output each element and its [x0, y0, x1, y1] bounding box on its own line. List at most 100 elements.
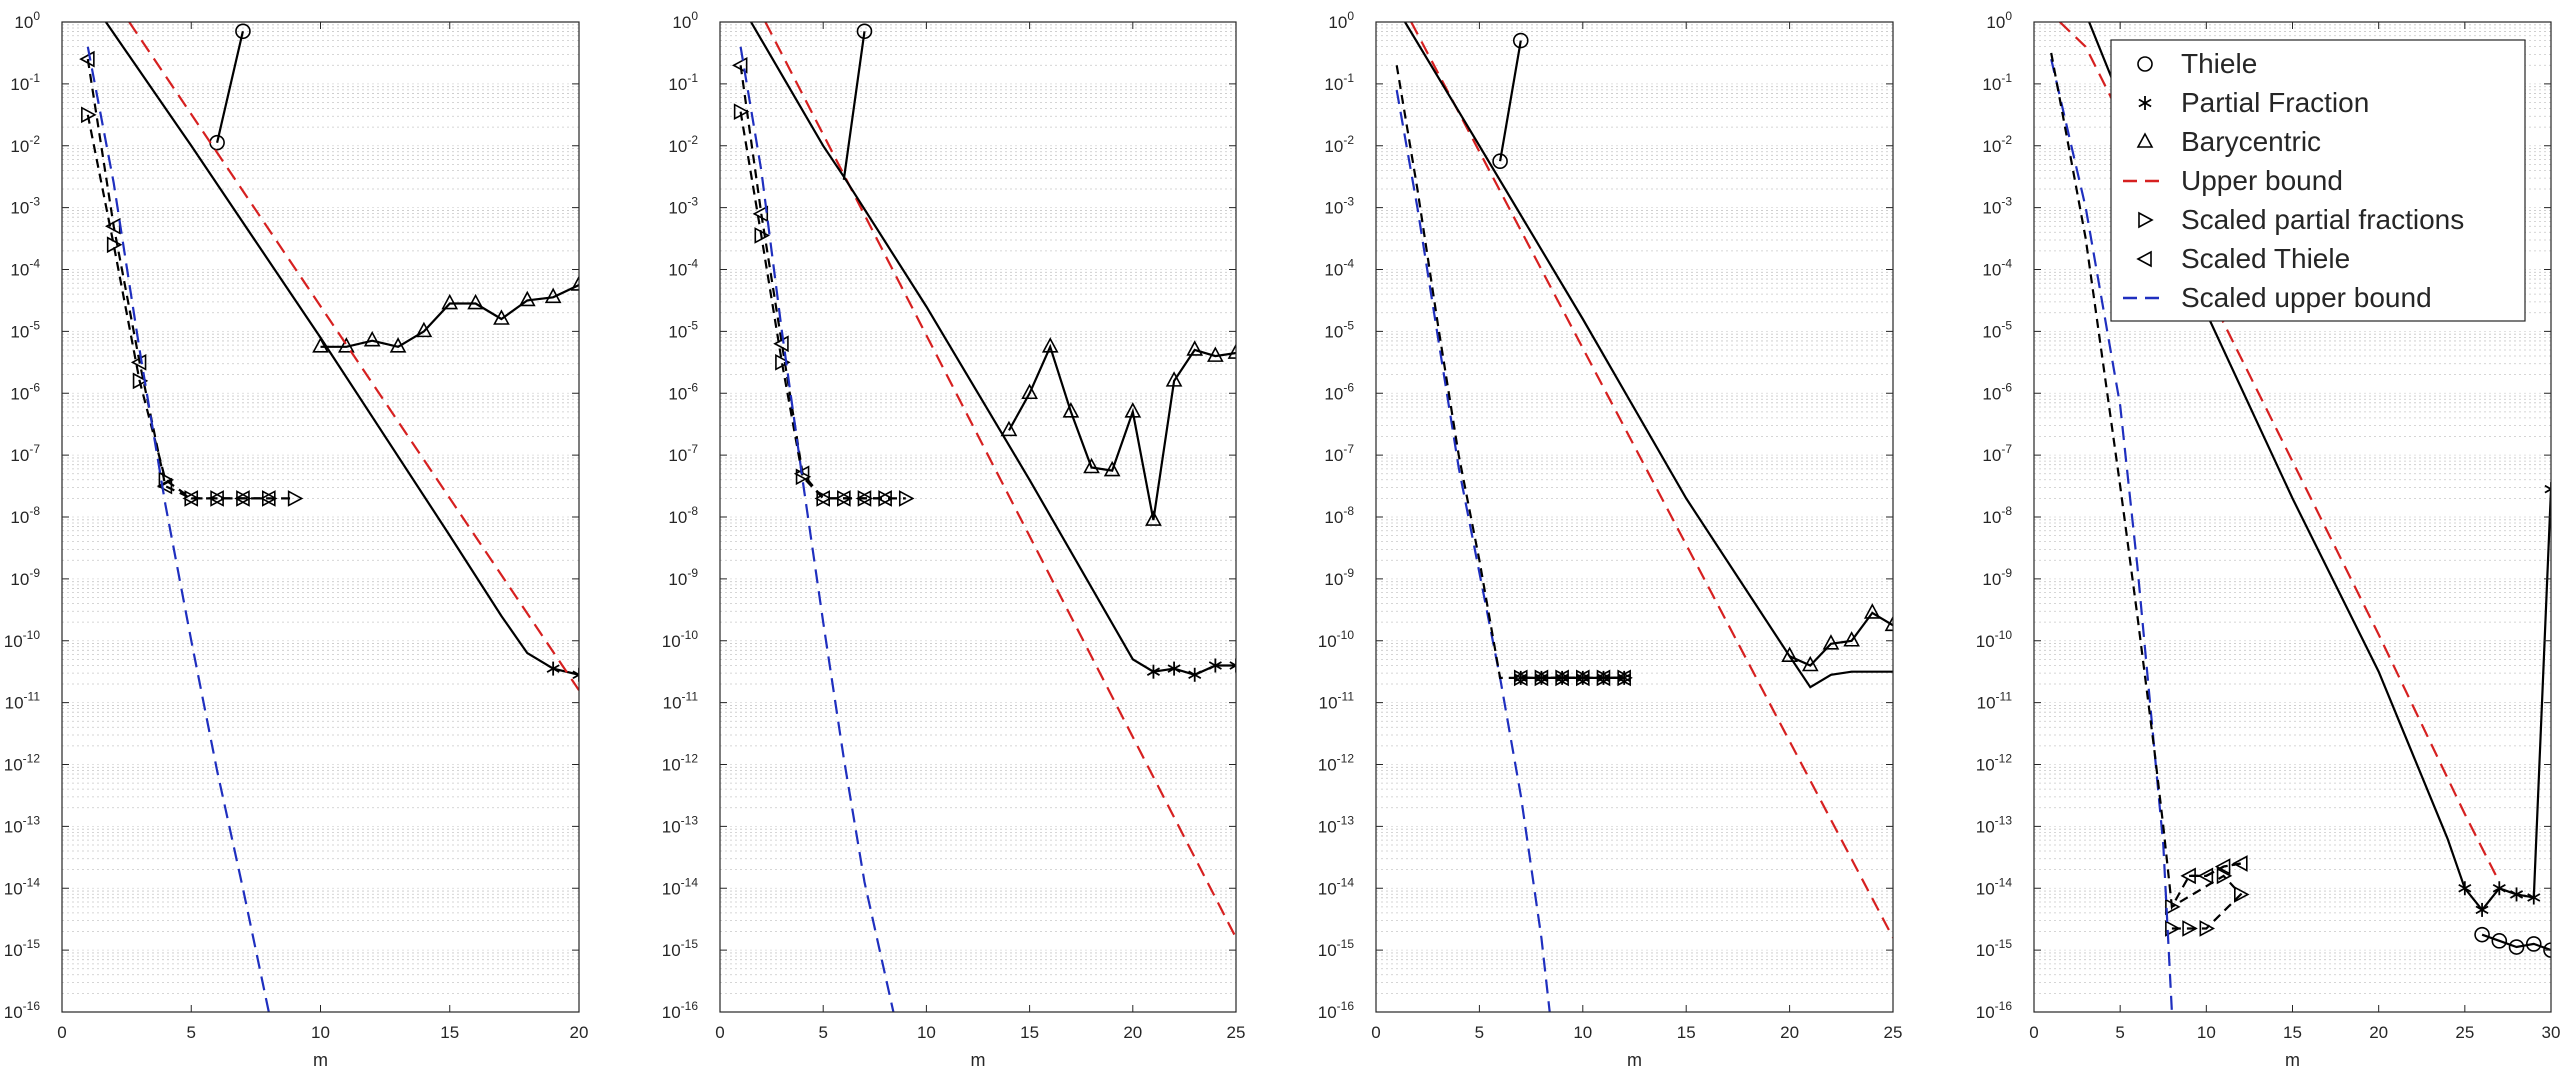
series-group	[731, 22, 1236, 1012]
y-tick-label: 10-7	[10, 442, 40, 465]
x-tick-label: 10	[2197, 1023, 2216, 1042]
y-tick-label: 10-12	[4, 752, 41, 775]
legend-marker	[2136, 250, 2152, 268]
y-tick-label: 100	[1986, 9, 2012, 32]
legend-marker	[2136, 132, 2154, 148]
y-tick-label: 10-14	[1976, 875, 2013, 898]
y-tick-label: 100	[14, 9, 40, 32]
data-point	[1863, 603, 1881, 619]
data-point	[363, 330, 381, 347]
panels: 10-1610-1510-1410-1310-1210-1110-1010-91…	[4, 9, 2561, 1070]
y-tick-label: 10-6	[10, 380, 40, 403]
data-point	[1843, 631, 1860, 647]
data-point	[1167, 661, 1181, 676]
series-line	[1008, 343, 1236, 521]
curve-series	[750, 22, 1154, 673]
data-point	[1062, 402, 1080, 418]
data-point	[130, 353, 147, 371]
data-point	[493, 309, 510, 325]
x-tick-label: 0	[1371, 1023, 1380, 1042]
barycentric-series	[312, 275, 579, 353]
legend-label: Scaled Thiele	[2181, 243, 2350, 274]
series-line	[2481, 933, 2551, 952]
data-point	[1021, 383, 1038, 400]
data-point	[389, 337, 407, 353]
y-tick-label: 10-2	[1324, 133, 1354, 156]
x-axis: 0 5 10 15 20 25 m	[715, 22, 1245, 1070]
x-axis-label: m	[971, 1050, 986, 1070]
data-point	[2527, 890, 2541, 905]
y-tick-label: 10-3	[1324, 195, 1354, 218]
y-axis: 10-16 10-15 10-14 10-13 10-12 10-11 10-10 10-9 1…	[1976, 9, 2551, 1022]
y-tick-label: 10-6	[1324, 380, 1354, 403]
data-point	[876, 490, 892, 507]
curve-series	[2050, 52, 2241, 911]
curve-series	[1395, 65, 1625, 679]
data-point	[106, 236, 123, 254]
data-point	[572, 667, 579, 682]
legend-item: Partial Fraction	[2138, 87, 2369, 118]
scaled-upper-bound-series	[739, 46, 895, 1012]
data-point	[338, 337, 355, 353]
y-tick-label: 10-13	[662, 813, 699, 836]
y-tick-label: 10-16	[4, 999, 41, 1022]
y-tick-label: 10-6	[1982, 380, 2012, 403]
data-point	[1041, 337, 1059, 353]
y-tick-label: 10-16	[1976, 999, 2013, 1022]
data-point	[1083, 457, 1100, 474]
y-tick-label: 10-10	[1976, 628, 2013, 651]
y-tick-label: 10-12	[1318, 752, 1355, 775]
y-tick-label: 10-13	[1976, 813, 2013, 836]
panel-1: 10-1610-1510-1410-1310-1210-1110-1010-91…	[4, 9, 589, 1070]
x-tick-label: 25	[2455, 1023, 2474, 1042]
y-tick-label: 10-14	[1318, 875, 1355, 898]
data-point	[1207, 346, 1224, 362]
series-line	[739, 65, 886, 500]
legend-label: Thiele	[2181, 48, 2257, 79]
data-point	[1492, 153, 1508, 170]
y-tick-label: 10-8	[668, 504, 698, 527]
y-axis: 10-16 10-15 10-14 10-13 10-12 10-11 10-10 10-9 1…	[4, 9, 579, 1022]
y-tick-label: 10-3	[10, 195, 40, 218]
data-point	[814, 490, 831, 507]
data-point	[1553, 669, 1569, 687]
y-tick-label: 10-10	[1318, 628, 1355, 651]
y-tick-label: 10-7	[668, 442, 698, 465]
scaled-thiele-series	[731, 56, 892, 507]
scaled-upper-bound-series	[1395, 89, 1551, 1012]
x-tick-label: 15	[2283, 1023, 2302, 1042]
data-point	[855, 490, 872, 507]
panel-2: 10-1610-1510-1410-1310-1210-1110-1010-91…	[662, 9, 1246, 1070]
data-point	[156, 477, 173, 495]
x-tick-label: 20	[1123, 1023, 1142, 1042]
y-tick-label: 10-9	[668, 566, 698, 589]
series-line	[1395, 89, 1551, 1012]
data-point	[1594, 669, 1611, 687]
partial-fraction-series	[1146, 658, 1236, 682]
y-tick-label: 10-15	[4, 937, 41, 960]
data-point	[208, 490, 224, 507]
data-point	[441, 293, 459, 310]
scaled-upper-bound-series	[86, 46, 270, 1012]
series-line	[86, 114, 295, 500]
x-axis-label: m	[313, 1050, 328, 1070]
series-group	[1395, 22, 1893, 1012]
y-tick-label: 10-10	[4, 628, 41, 651]
data-point	[158, 471, 175, 489]
y-tick-label: 10-1	[668, 71, 698, 94]
y-tick-label: 10-7	[1324, 442, 1354, 465]
data-point	[2474, 926, 2490, 943]
data-point	[182, 490, 199, 507]
legend-marker	[2137, 56, 2153, 72]
legend-item: Scaled partial fractions	[2138, 204, 2464, 235]
x-tick-label: 0	[2029, 1023, 2038, 1042]
series-line	[1395, 65, 1625, 679]
data-point	[1165, 371, 1183, 387]
data-point	[2509, 887, 2524, 902]
y-tick-label: 10-15	[1976, 937, 2013, 960]
thiele-series	[1492, 32, 1529, 170]
plot-area	[62, 22, 579, 1012]
data-point	[2234, 886, 2250, 903]
y-tick-label: 10-2	[1982, 133, 2012, 156]
